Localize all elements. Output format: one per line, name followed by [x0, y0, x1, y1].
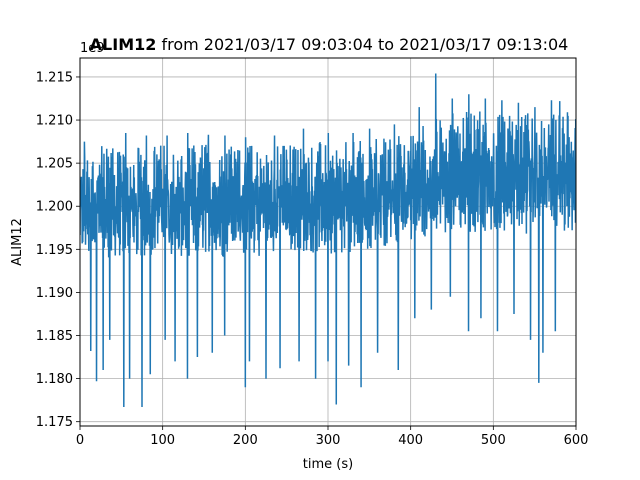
x-tick-label: 500	[481, 433, 506, 448]
x-tick-label: 600	[564, 433, 589, 448]
x-tick-label: 400	[398, 433, 423, 448]
chart-title: ALIM12 from 2021/03/17 09:03:04 to 2021/…	[90, 35, 569, 54]
x-tick-label: 200	[233, 433, 258, 448]
y-offset-label: 1e9	[80, 41, 105, 56]
y-tick-label: 1.180	[36, 372, 73, 387]
y-tick-label: 1.185	[36, 329, 73, 344]
x-axis: 0 100 200 300 400 500 600	[76, 426, 589, 448]
x-axis-label: time (s)	[303, 457, 353, 472]
y-tick-label: 1.200	[36, 200, 73, 215]
y-axis-label: ALIM12	[10, 218, 25, 266]
y-tick-label: 1.195	[36, 243, 73, 258]
y-tick-label: 1.205	[36, 157, 73, 172]
y-axis: 1.175 1.180 1.185 1.190 1.195 1.200 1.205 1.210…	[36, 70, 80, 430]
y-tick-label: 1.210	[36, 114, 73, 129]
x-tick-label: 0	[76, 433, 84, 448]
y-tick-label: 1.175	[36, 415, 73, 430]
x-tick-label: 100	[150, 433, 175, 448]
x-tick-label: 300	[316, 433, 341, 448]
series-line-alim12	[80, 73, 576, 408]
y-tick-label: 1.190	[36, 286, 73, 301]
y-tick-label: 1.215	[36, 70, 73, 85]
chart-title-bold: ALIM12	[90, 35, 157, 54]
chart-title-rest: from 2021/03/17 09:03:04 to 2021/03/17 0…	[156, 35, 568, 54]
